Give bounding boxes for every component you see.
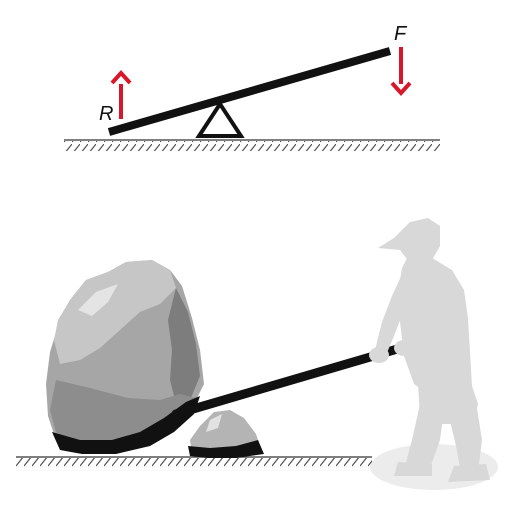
small-rock bbox=[188, 410, 264, 458]
person-icon bbox=[369, 218, 490, 482]
lever-beam bbox=[107, 47, 392, 136]
resistance-arrow-icon bbox=[110, 70, 132, 119]
ground-top bbox=[64, 139, 440, 151]
force-label: F bbox=[394, 23, 408, 45]
fulcrum-icon bbox=[195, 100, 245, 138]
lever-scene bbox=[16, 218, 498, 490]
lever-bar bbox=[171, 335, 433, 419]
resistance-label: R bbox=[99, 103, 113, 125]
schematic-lever: R F bbox=[64, 23, 440, 151]
force-arrow-icon bbox=[390, 47, 412, 96]
large-rock bbox=[46, 260, 204, 454]
ground-bottom bbox=[16, 456, 372, 468]
